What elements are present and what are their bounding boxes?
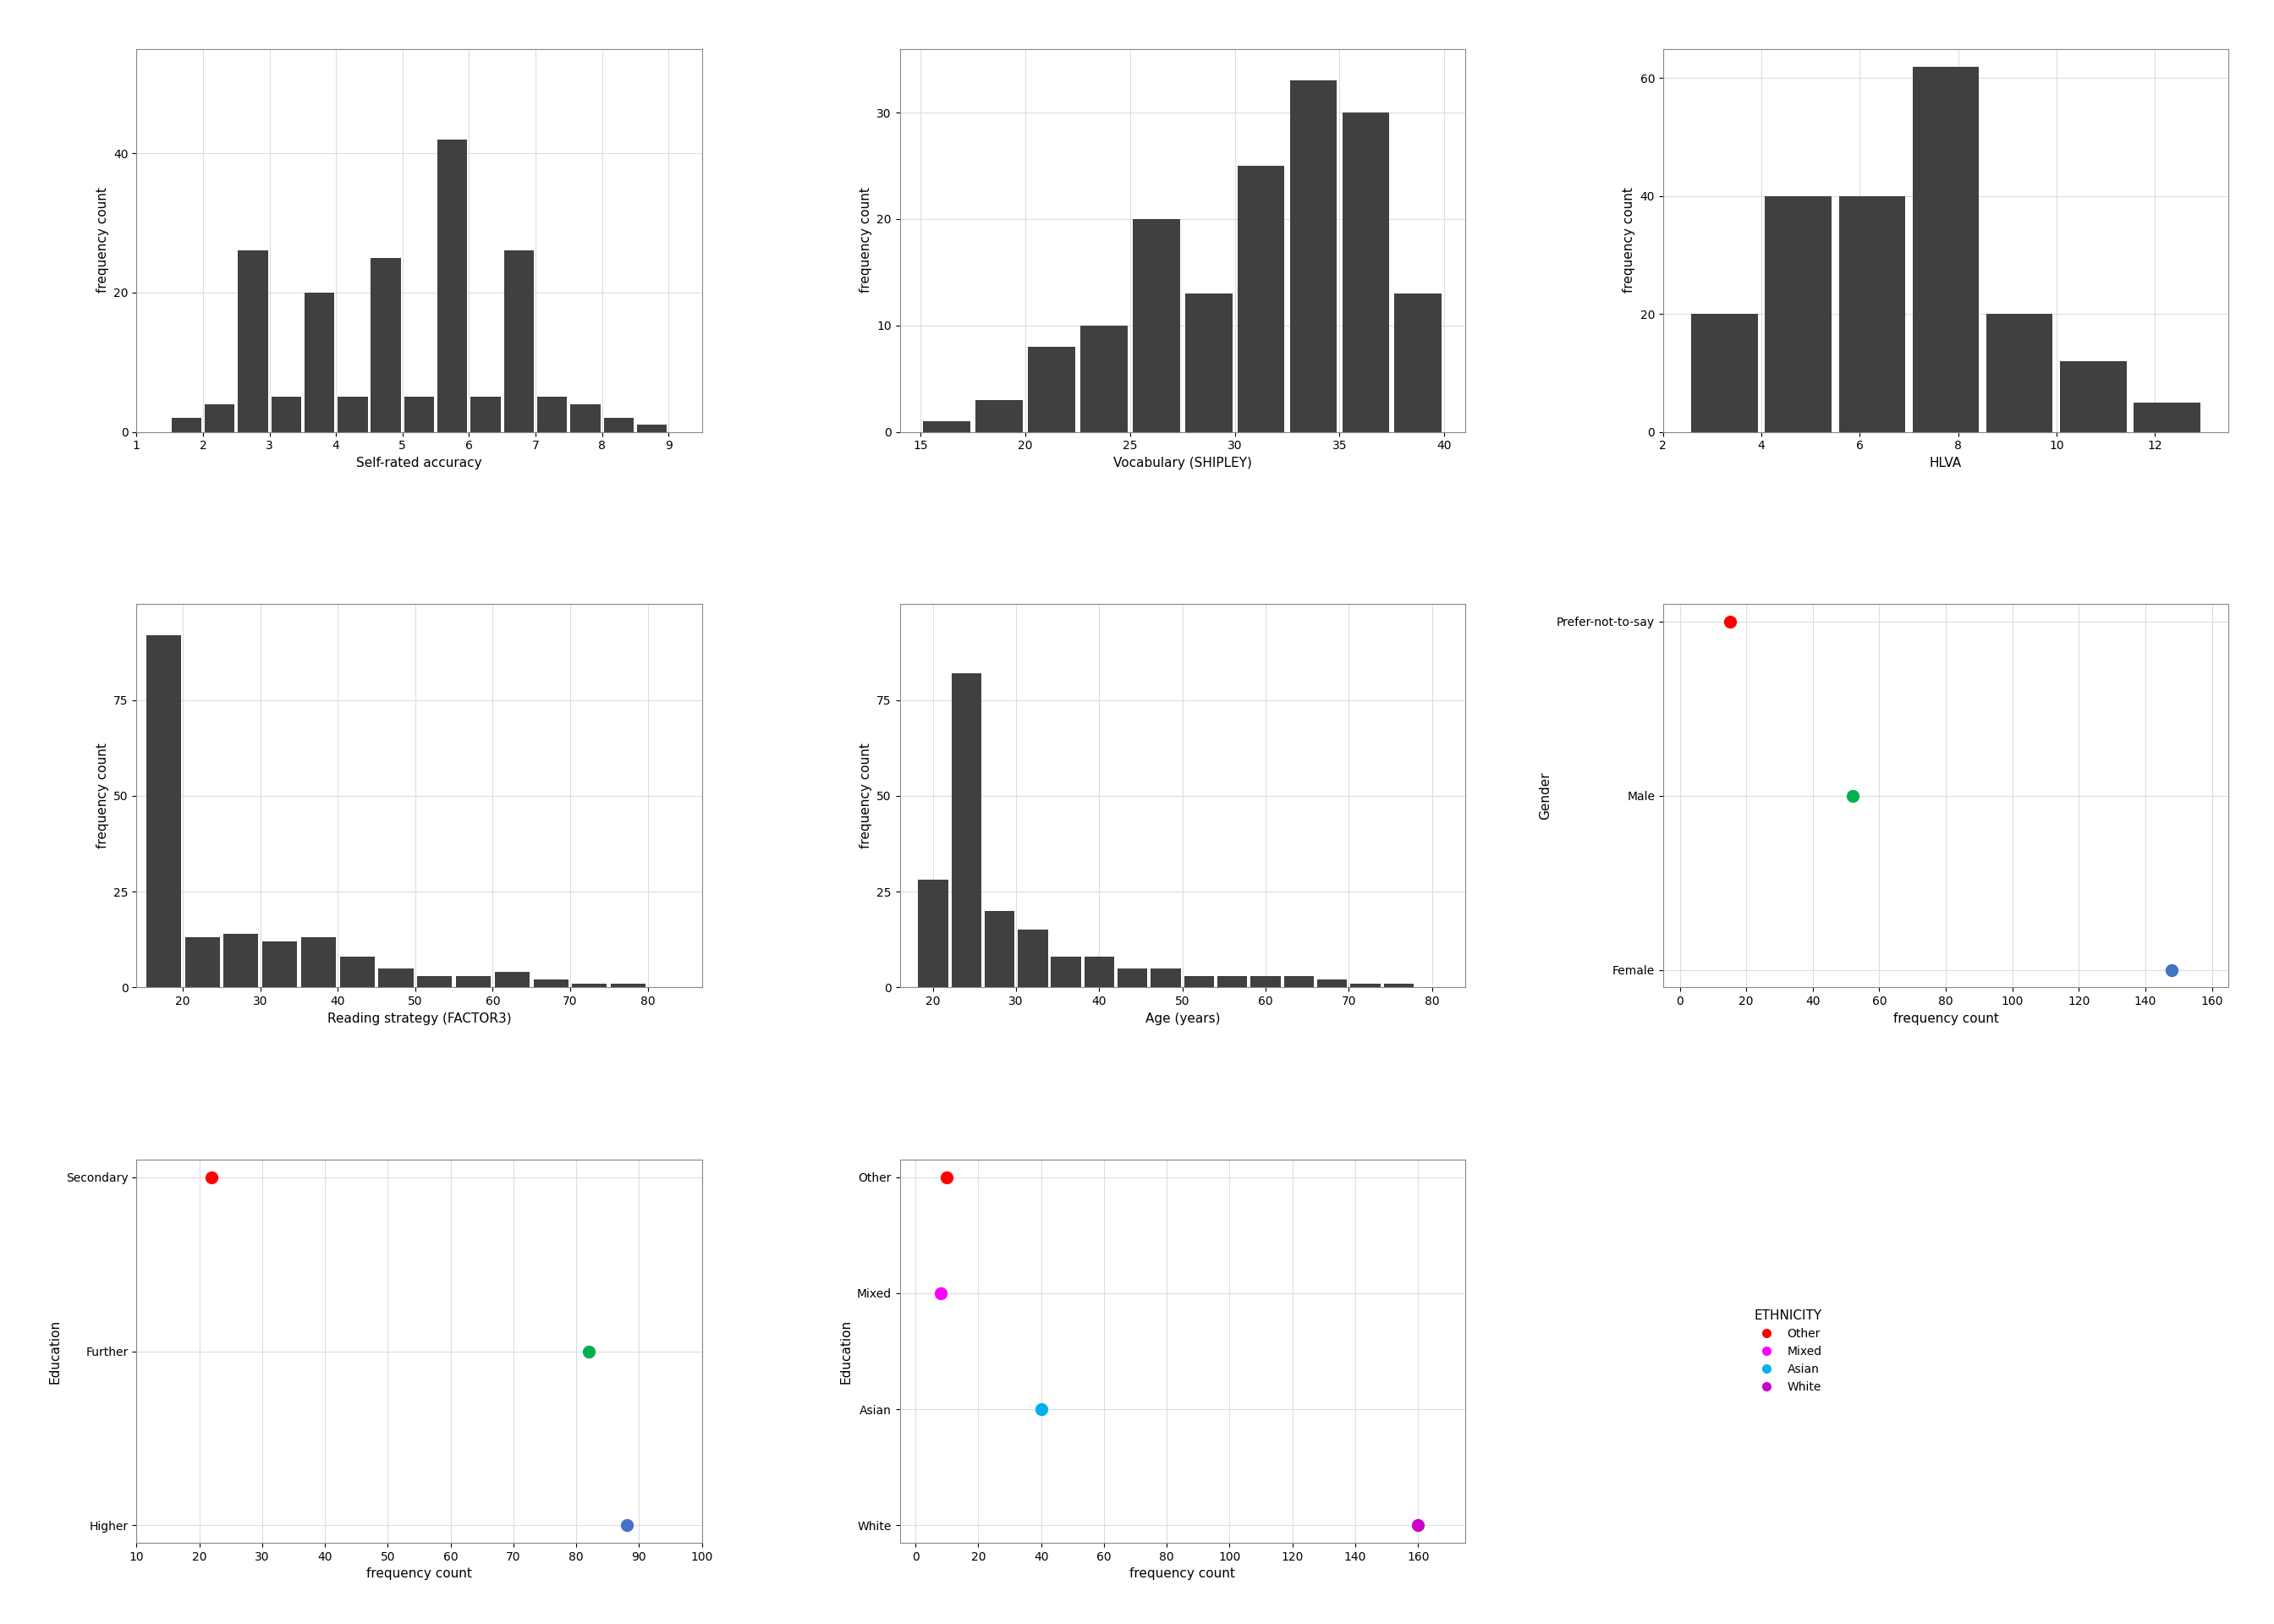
Y-axis label: frequency count: frequency count	[1624, 187, 1635, 292]
Bar	[1342, 112, 1389, 432]
Y-axis label: Gender: Gender	[1539, 771, 1551, 820]
Bar	[1117, 968, 1148, 987]
X-axis label: frequency count: frequency count	[366, 1567, 473, 1580]
Bar	[537, 396, 566, 432]
Bar	[1840, 197, 1906, 432]
Bar	[1185, 294, 1233, 432]
Point	[2153, 957, 2190, 983]
Bar	[271, 396, 300, 432]
Bar	[1185, 976, 1214, 987]
Bar	[496, 973, 530, 987]
Point	[923, 1280, 960, 1306]
Bar	[1080, 325, 1128, 432]
Bar	[1285, 976, 1314, 987]
Bar	[534, 979, 568, 987]
Bar	[1151, 968, 1180, 987]
Point	[193, 1164, 230, 1190]
Bar	[305, 292, 334, 432]
Bar	[405, 396, 434, 432]
Bar	[1237, 166, 1285, 432]
Bar	[457, 976, 491, 987]
Bar	[923, 421, 971, 432]
Bar	[1051, 957, 1080, 987]
Bar	[976, 400, 1023, 432]
Bar	[1028, 346, 1076, 432]
X-axis label: frequency count: frequency count	[1892, 1012, 1999, 1025]
Bar	[1289, 81, 1337, 432]
Bar	[416, 976, 453, 987]
Bar	[1987, 313, 2053, 432]
Point	[928, 1164, 964, 1190]
Y-axis label: Education: Education	[839, 1319, 853, 1384]
Bar	[1912, 67, 1978, 432]
Bar	[339, 957, 375, 987]
Bar	[919, 880, 948, 987]
X-axis label: frequency count: frequency count	[1130, 1567, 1235, 1580]
Y-axis label: frequency count: frequency count	[96, 742, 109, 849]
Point	[1401, 1512, 1437, 1538]
X-axis label: Age (years): Age (years)	[1146, 1012, 1219, 1025]
Bar	[2133, 403, 2201, 432]
X-axis label: Self-rated accuracy: Self-rated accuracy	[357, 456, 482, 469]
Point	[1712, 609, 1749, 635]
Bar	[377, 968, 414, 987]
Y-axis label: frequency count: frequency count	[860, 742, 871, 849]
Point	[1023, 1397, 1060, 1423]
Bar	[637, 425, 666, 432]
Bar	[146, 635, 182, 987]
Bar	[1394, 294, 1442, 432]
Point	[1835, 783, 1872, 809]
Y-axis label: Education: Education	[48, 1319, 61, 1384]
Bar	[2060, 361, 2126, 432]
Bar	[605, 417, 634, 432]
Bar	[171, 417, 202, 432]
Legend: Other, Mixed, Asian, White: Other, Mixed, Asian, White	[1749, 1304, 1826, 1398]
Point	[607, 1512, 644, 1538]
Bar	[573, 984, 607, 987]
Bar	[262, 942, 298, 987]
Point	[571, 1338, 607, 1364]
Bar	[1317, 979, 1346, 987]
Bar	[1251, 976, 1280, 987]
Bar	[437, 140, 468, 432]
Bar	[1217, 976, 1248, 987]
Bar	[1019, 931, 1048, 987]
Y-axis label: frequency count: frequency count	[96, 187, 109, 292]
Bar	[471, 396, 500, 432]
Bar	[951, 674, 982, 987]
Bar	[1692, 313, 1758, 432]
Bar	[1132, 219, 1180, 432]
Bar	[985, 911, 1014, 987]
Bar	[571, 404, 600, 432]
Bar	[239, 250, 268, 432]
Bar	[1383, 984, 1414, 987]
Bar	[612, 984, 646, 987]
Bar	[300, 937, 337, 987]
Bar	[223, 934, 259, 987]
Bar	[1765, 197, 1831, 432]
X-axis label: HLVA: HLVA	[1931, 456, 1962, 469]
Bar	[505, 250, 534, 432]
X-axis label: Vocabulary (SHIPLEY): Vocabulary (SHIPLEY)	[1114, 456, 1251, 469]
Legend: Secondary, Further, Higher: Secondary, Further, Higher	[987, 1314, 1092, 1389]
Bar	[184, 937, 221, 987]
Bar	[1085, 957, 1114, 987]
Bar	[371, 258, 400, 432]
X-axis label: Reading strategy (FACTOR3): Reading strategy (FACTOR3)	[327, 1012, 512, 1025]
Bar	[337, 396, 368, 432]
Bar	[1351, 984, 1380, 987]
Bar	[205, 404, 234, 432]
Y-axis label: frequency count: frequency count	[860, 187, 871, 292]
